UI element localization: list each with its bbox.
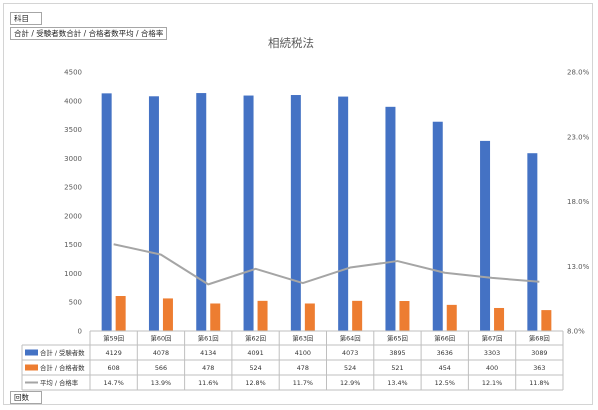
- x-axis-category-label: 第62回: [245, 334, 266, 343]
- data-table-cell: 12.9%: [340, 379, 360, 387]
- bar-examinees: [290, 95, 301, 332]
- data-table-cell: 524: [249, 364, 261, 372]
- y2-axis-tick-label: 23.0%: [567, 133, 590, 141]
- y2-axis-tick-label: 18.0%: [567, 198, 590, 206]
- y-axis-tick-label: 2500: [64, 184, 82, 192]
- legend-key: [25, 364, 38, 371]
- data-table-cell: 12.8%: [245, 379, 265, 387]
- bar-examinees: [243, 95, 254, 331]
- data-table-cell: 11.6%: [198, 379, 218, 387]
- data-table-cell: 478: [202, 364, 214, 372]
- data-table-cell: 478: [297, 364, 309, 372]
- y-axis-tick-label: 4000: [64, 97, 82, 105]
- data-table-cell: 3303: [484, 349, 500, 357]
- x-axis-category-label: 第60回: [150, 334, 171, 343]
- data-table-cell: 4091: [247, 349, 263, 357]
- axis-field-button[interactable]: 回数: [10, 391, 42, 404]
- y-axis-tick-label: 4500: [64, 69, 82, 77]
- bar-passers: [541, 310, 552, 331]
- y-axis-tick-label: 1000: [64, 270, 82, 278]
- bar-examinees: [101, 93, 112, 331]
- legend-label: 合計 / 合格者数: [40, 363, 85, 372]
- data-table-cell: 12.1%: [482, 379, 502, 387]
- bar-examinees: [480, 140, 491, 331]
- bar-examinees: [432, 121, 443, 331]
- x-axis-category-label: 第67回: [482, 334, 503, 343]
- data-table-cell: 363: [533, 364, 545, 372]
- values-field-button[interactable]: 合計 / 受験者数合計 / 合格者数平均 / 合格率: [10, 27, 168, 40]
- bar-examinees: [385, 106, 396, 332]
- bar-passers: [352, 300, 363, 331]
- bar-examinees: [527, 153, 538, 331]
- legend-key: [25, 349, 38, 356]
- y-axis-tick-label: 3000: [64, 155, 82, 163]
- filter-field-button[interactable]: 科目: [10, 12, 42, 25]
- bar-passers: [162, 298, 173, 331]
- x-axis-category-label: 第68回: [529, 334, 550, 343]
- y-axis-tick-label: 2000: [64, 212, 82, 220]
- data-table-cell: 524: [344, 364, 356, 372]
- data-table-cell: 566: [155, 364, 167, 372]
- data-table-cell: 4073: [342, 349, 358, 357]
- bar-passers: [304, 303, 315, 331]
- y2-axis-tick-label: 8.0%: [567, 328, 585, 336]
- y2-axis-tick-label: 13.0%: [567, 263, 590, 271]
- y-axis-tick-label: 500: [69, 299, 82, 307]
- x-axis-category-label: 第64回: [340, 334, 361, 343]
- bar-passers: [494, 307, 505, 331]
- legend-label: 合計 / 受験者数: [40, 348, 85, 357]
- data-table-cell: 3636: [437, 349, 453, 357]
- data-table-cell: 4134: [200, 349, 216, 357]
- bar-passers: [257, 300, 268, 331]
- data-table-cell: 11.8%: [529, 379, 549, 387]
- bar-examinees: [148, 96, 159, 331]
- x-axis-category-label: 第65回: [387, 334, 408, 343]
- x-axis-category-label: 第59回: [103, 334, 124, 343]
- x-axis-category-label: 第66回: [434, 334, 455, 343]
- chart-title: 相続税法: [268, 36, 314, 50]
- chart-frame: [3, 3, 593, 405]
- pass-rate-line: [113, 243, 540, 286]
- y-axis-tick-label: 0: [78, 328, 82, 336]
- data-table-cell: 13.9%: [151, 379, 171, 387]
- y-axis-tick-label: 3500: [64, 126, 82, 134]
- y-axis-tick-label: 1500: [64, 241, 82, 249]
- x-axis-category-label: 第63回: [292, 334, 313, 343]
- bar-passers: [115, 296, 126, 331]
- x-axis-category-label: 第61回: [198, 334, 219, 343]
- data-table-cell: 3089: [531, 349, 547, 357]
- data-table-cell: 12.5%: [435, 379, 455, 387]
- y2-axis-tick-label: 28.0%: [567, 69, 590, 77]
- legend-label: 平均 / 合格率: [40, 378, 79, 387]
- bar-passers: [399, 301, 410, 331]
- data-table-cell: 454: [439, 364, 451, 372]
- data-table-cell: 4129: [106, 349, 122, 357]
- data-table-cell: 4100: [295, 349, 311, 357]
- bar-examinees: [338, 96, 349, 331]
- plot-area: 0 500 1000 1500 2000 2500 3000 3500 4000 4500 8.0%…: [21, 69, 590, 391]
- data-table-cell: 400: [486, 364, 498, 372]
- data-table-cell: 608: [108, 364, 120, 372]
- data-table-cell: 13.4%: [387, 379, 407, 387]
- data-table-cell: 14.7%: [103, 379, 123, 387]
- data-table-cell: 11.7%: [293, 379, 313, 387]
- data-table-cell: 521: [391, 364, 403, 372]
- data-table-cell: 3895: [389, 349, 405, 357]
- bar-passers: [446, 304, 457, 331]
- data-table-cell: 4078: [153, 349, 169, 357]
- bar-examinees: [196, 93, 207, 331]
- bar-passers: [210, 303, 221, 331]
